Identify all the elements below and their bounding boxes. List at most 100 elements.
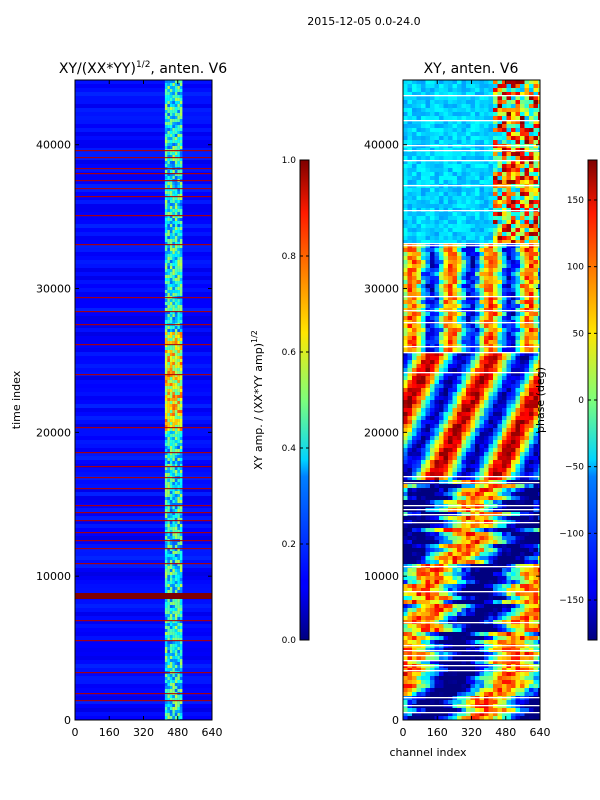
- panel2-cell: [407, 200, 412, 204]
- panel2-cell: [470, 236, 475, 240]
- panel2-cell: [488, 404, 493, 408]
- panel2-cell: [407, 352, 412, 356]
- panel2-cell: [403, 276, 408, 280]
- panel2-cell: [484, 100, 489, 104]
- panel2-cell: [524, 392, 529, 396]
- panel1-band-cell: [172, 656, 175, 659]
- panel2-cell: [529, 408, 534, 412]
- panel1-band-cell: [177, 221, 180, 224]
- panel2-cell: [529, 400, 534, 404]
- panel1-band-cell: [179, 173, 183, 176]
- panel1-band-cell: [179, 521, 183, 524]
- panel1-band-cell: [174, 269, 178, 272]
- panel1-band-cell: [169, 377, 173, 380]
- panel1-band-cell: [169, 689, 173, 692]
- panel2-cell: [475, 96, 480, 100]
- panel1-band-cell: [167, 371, 170, 374]
- panel1-band-cell: [169, 197, 173, 200]
- panel1-band-cell: [174, 413, 178, 416]
- panel2-cell: [412, 292, 417, 296]
- panel1-band-cell: [167, 425, 170, 428]
- panel2-cell: [416, 272, 421, 276]
- panel1-band-cell: [177, 80, 180, 83]
- panel1-band-cell: [177, 452, 180, 455]
- panel2-cell: [416, 492, 421, 496]
- panel2-cell: [520, 492, 525, 496]
- panel1-band-cell: [174, 92, 178, 95]
- panel2-cell: [421, 416, 426, 420]
- panel1-band-cell: [167, 338, 170, 341]
- panel1-band-cell: [164, 665, 168, 668]
- panel2-cell: [533, 348, 538, 352]
- panel1-band-cell: [172, 620, 175, 623]
- panel2-cell: [439, 492, 444, 496]
- panel2-cell: [443, 192, 448, 196]
- panel1-band-cell: [167, 554, 170, 557]
- panel2-cell: [479, 260, 484, 264]
- panel1-flag-row: [75, 563, 212, 565]
- panel1-band-cell: [167, 230, 170, 233]
- panel1-band-cell: [172, 362, 175, 365]
- panel2-cell: [425, 456, 430, 460]
- panel2-cell: [443, 188, 448, 192]
- panel2-cell: [479, 488, 484, 492]
- panel1-band-cell: [177, 551, 180, 554]
- panel2-cell: [448, 252, 453, 256]
- panel2-cell: [475, 404, 480, 408]
- panel2-cell: [416, 472, 421, 476]
- panel1-band-cell: [179, 128, 183, 131]
- panel1-band-cell: [169, 503, 173, 506]
- panel2-cell: [520, 432, 525, 436]
- panel2-cell: [407, 128, 412, 132]
- panel2-cell: [403, 432, 408, 436]
- panel2-cell: [407, 328, 412, 332]
- panel1-band-cell: [177, 194, 180, 197]
- panel2-cell: [529, 188, 534, 192]
- panel2-cell: [538, 364, 540, 368]
- panel2-cell: [470, 124, 475, 128]
- panel1-row: [75, 428, 212, 432]
- panel1-band-cell: [179, 533, 183, 536]
- panel2-cell: [493, 432, 498, 436]
- panel2-cell: [506, 200, 511, 204]
- panel2-cell: [520, 288, 525, 292]
- panel2-cell: [457, 476, 462, 480]
- panel2-cell: [515, 448, 520, 452]
- panel2-cell: [488, 420, 493, 424]
- panel1-band-cell: [177, 521, 180, 524]
- panel2-cell: [470, 424, 475, 428]
- panel2-cell: [497, 264, 502, 268]
- panel1-row: [75, 392, 212, 396]
- panel2-cell: [443, 316, 448, 320]
- panel1-band-cell: [167, 485, 170, 488]
- panel2-cell: [421, 156, 426, 160]
- panel1-band-cell: [177, 626, 180, 629]
- panel1-band-cell: [164, 185, 168, 188]
- panel2-cell: [434, 416, 439, 420]
- panel1-band-cell: [179, 257, 183, 260]
- panel2-cell: [439, 436, 444, 440]
- panel2-cell: [529, 260, 534, 264]
- panel2-cell: [448, 152, 453, 156]
- panel2-cell: [511, 224, 516, 228]
- panel2-cell: [421, 424, 426, 428]
- panel1-row: [75, 84, 212, 88]
- panel2-cell: [425, 260, 430, 264]
- panel1-band-cell: [174, 200, 178, 203]
- panel2-cell: [407, 232, 412, 236]
- panel2-cell: [479, 128, 484, 132]
- panel2-cell: [452, 160, 457, 164]
- panel2-cell: [421, 488, 426, 492]
- panel2-cell: [475, 460, 480, 464]
- panel2-cell: [479, 124, 484, 128]
- panel1-flag-row: [75, 427, 212, 429]
- panel2-cell: [493, 288, 498, 292]
- panel2-cell: [416, 360, 421, 364]
- panel1-band-cell: [169, 455, 173, 458]
- panel2-cell: [407, 492, 412, 496]
- panel2-cell: [439, 328, 444, 332]
- panel1-band-cell: [177, 614, 180, 617]
- panel2-cell: [439, 484, 444, 488]
- panel2-cell: [439, 464, 444, 468]
- panel1-band-cell: [164, 455, 168, 458]
